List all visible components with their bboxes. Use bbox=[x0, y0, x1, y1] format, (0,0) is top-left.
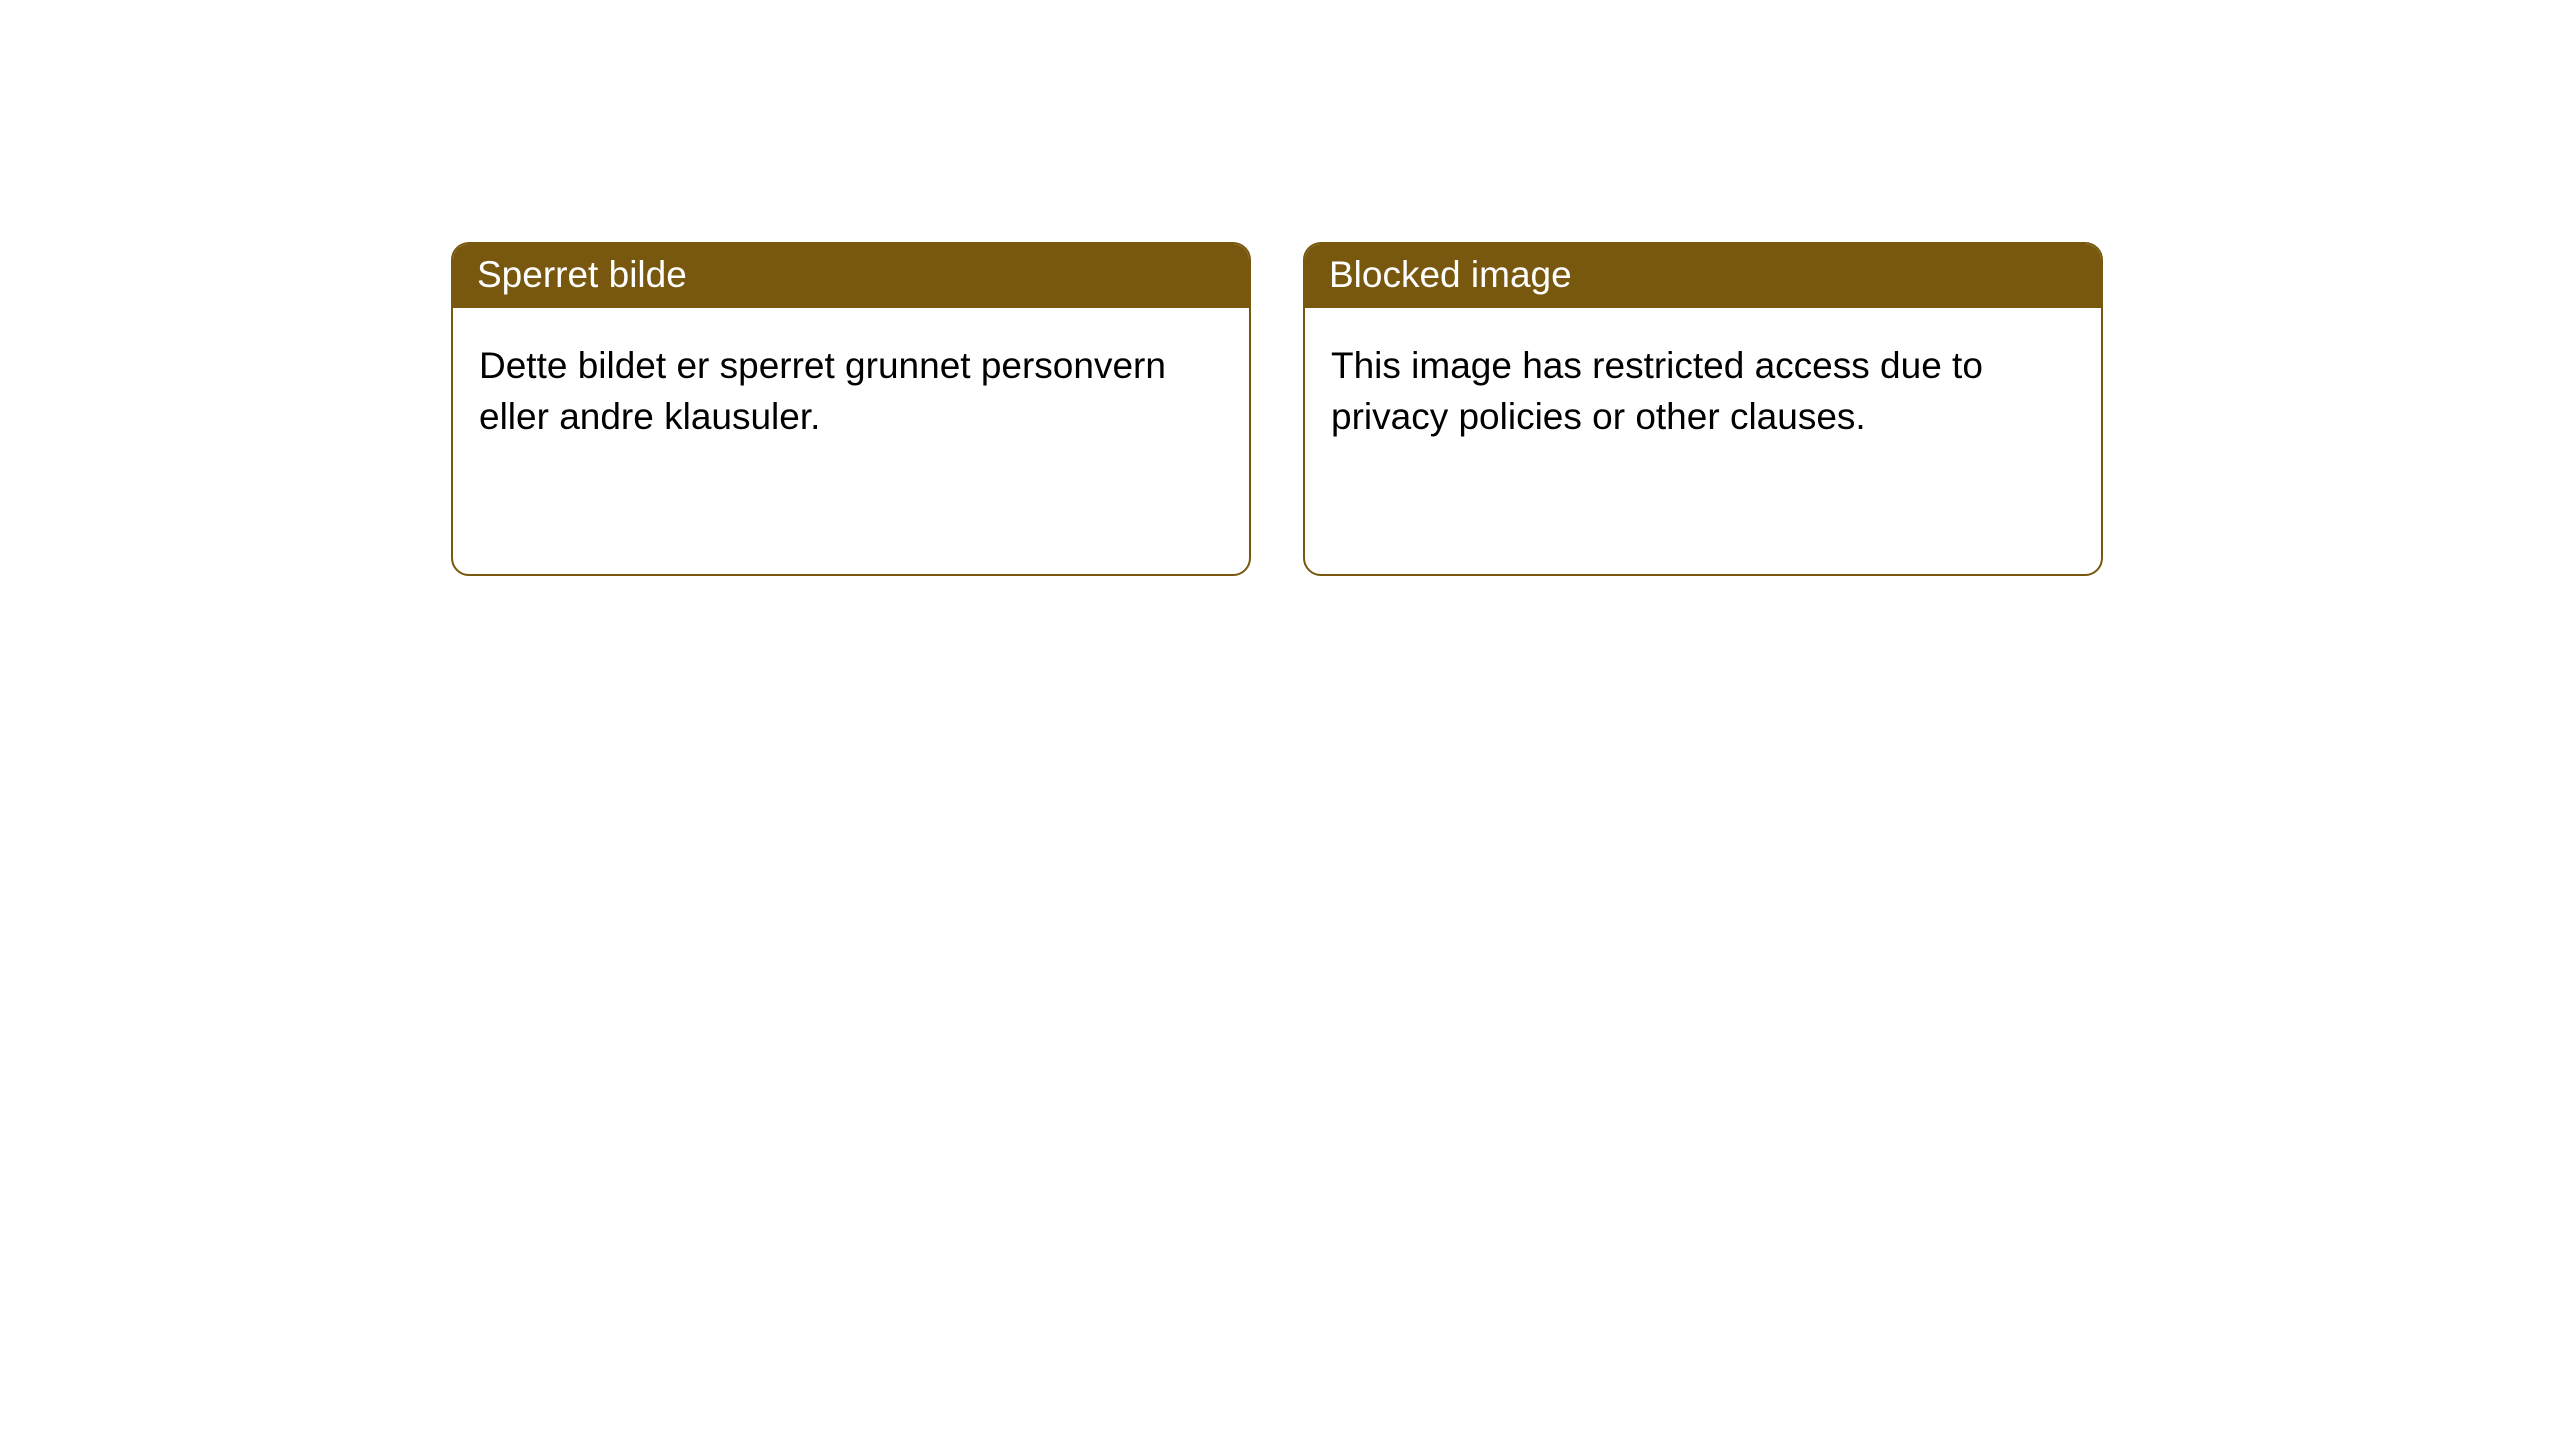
notice-body: This image has restricted access due to … bbox=[1305, 308, 2101, 474]
notice-body: Dette bildet er sperret grunnet personve… bbox=[453, 308, 1249, 474]
notice-container: Sperret bilde Dette bildet er sperret gr… bbox=[0, 0, 2560, 576]
notice-card-norwegian: Sperret bilde Dette bildet er sperret gr… bbox=[451, 242, 1251, 576]
notice-header: Sperret bilde bbox=[453, 244, 1249, 308]
notice-header: Blocked image bbox=[1305, 244, 2101, 308]
notice-card-english: Blocked image This image has restricted … bbox=[1303, 242, 2103, 576]
